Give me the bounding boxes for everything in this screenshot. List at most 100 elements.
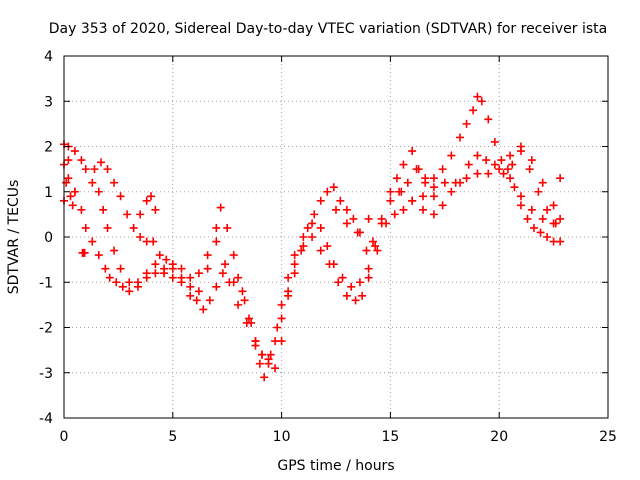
data-point	[351, 296, 360, 305]
data-point	[116, 264, 125, 273]
x-tick-label: 10	[273, 429, 291, 445]
data-point	[440, 178, 449, 187]
data-point	[390, 210, 399, 219]
data-point	[136, 210, 145, 219]
data-point	[103, 165, 112, 174]
data-point	[105, 273, 114, 282]
data-point	[469, 106, 478, 115]
data-point	[368, 237, 377, 246]
data-point	[447, 187, 456, 196]
data-point	[462, 174, 471, 183]
data-point	[244, 314, 253, 323]
data-point	[221, 260, 230, 269]
data-point	[177, 264, 186, 273]
data-point	[438, 165, 447, 174]
data-point	[556, 174, 565, 183]
data-point	[364, 264, 373, 273]
data-point	[66, 192, 75, 201]
data-point	[323, 242, 332, 251]
data-point	[412, 165, 421, 174]
data-point	[168, 264, 177, 273]
data-point	[364, 214, 373, 223]
data-point	[136, 233, 145, 241]
data-point	[482, 156, 491, 165]
data-point	[549, 201, 558, 210]
data-point	[419, 205, 428, 214]
data-point	[473, 151, 482, 160]
data-point	[462, 119, 471, 128]
data-point	[347, 282, 356, 291]
data-point	[556, 237, 565, 246]
data-point	[342, 291, 351, 300]
series-track-2	[60, 160, 565, 373]
data-point	[162, 255, 171, 264]
data-point	[538, 178, 547, 187]
data-point	[316, 223, 325, 232]
data-point	[284, 287, 293, 296]
y-tick-label: 2	[44, 140, 53, 156]
data-point	[523, 214, 532, 223]
data-point	[133, 278, 142, 287]
data-point	[536, 228, 545, 237]
data-point	[147, 192, 156, 201]
data-point	[510, 183, 519, 192]
data-point	[303, 223, 312, 232]
y-tick-label: -1	[39, 275, 53, 291]
data-point	[538, 214, 547, 223]
data-point	[473, 169, 482, 178]
data-point	[277, 314, 286, 323]
data-point	[355, 278, 364, 287]
data-point	[429, 183, 438, 192]
data-point	[177, 273, 186, 282]
chart-title: Day 353 of 2020, Sidereal Day-to-day VTE…	[49, 21, 607, 37]
data-point	[373, 246, 382, 255]
data-point	[323, 187, 332, 196]
data-point	[358, 291, 367, 300]
data-point	[149, 237, 158, 246]
data-point	[290, 251, 299, 260]
data-point	[456, 178, 465, 187]
data-point	[456, 133, 465, 142]
data-point	[99, 205, 108, 214]
x-tick-label: 25	[599, 429, 617, 445]
data-point	[271, 337, 280, 346]
data-point	[88, 237, 97, 246]
data-point	[234, 273, 243, 282]
data-point	[484, 115, 493, 124]
data-point	[212, 237, 221, 246]
data-point	[151, 260, 160, 269]
data-point	[490, 137, 499, 146]
data-point	[118, 282, 127, 291]
data-point	[225, 278, 234, 287]
data-point	[316, 196, 325, 205]
data-point	[299, 242, 308, 251]
data-point	[325, 260, 334, 269]
data-point	[212, 223, 221, 232]
data-point	[399, 160, 408, 169]
data-point	[110, 178, 119, 187]
series-track-1	[60, 92, 565, 382]
data-point	[205, 296, 214, 305]
data-point	[234, 300, 243, 309]
data-point	[203, 251, 212, 260]
data-point	[403, 178, 412, 187]
data-point	[408, 147, 417, 156]
data-point	[429, 192, 438, 201]
data-point	[142, 269, 151, 278]
data-point	[290, 269, 299, 278]
data-point	[266, 350, 275, 359]
data-point	[277, 300, 286, 309]
data-point	[506, 151, 515, 160]
data-point	[329, 183, 338, 192]
data-point	[90, 165, 99, 174]
data-point	[77, 205, 86, 214]
data-point	[527, 205, 536, 214]
x-tick-label: 5	[168, 429, 177, 445]
data-point	[112, 278, 121, 287]
x-tick-label: 0	[60, 429, 69, 445]
data-point	[194, 269, 203, 278]
data-point	[421, 174, 430, 183]
data-point	[80, 248, 89, 257]
data-point	[525, 165, 534, 174]
